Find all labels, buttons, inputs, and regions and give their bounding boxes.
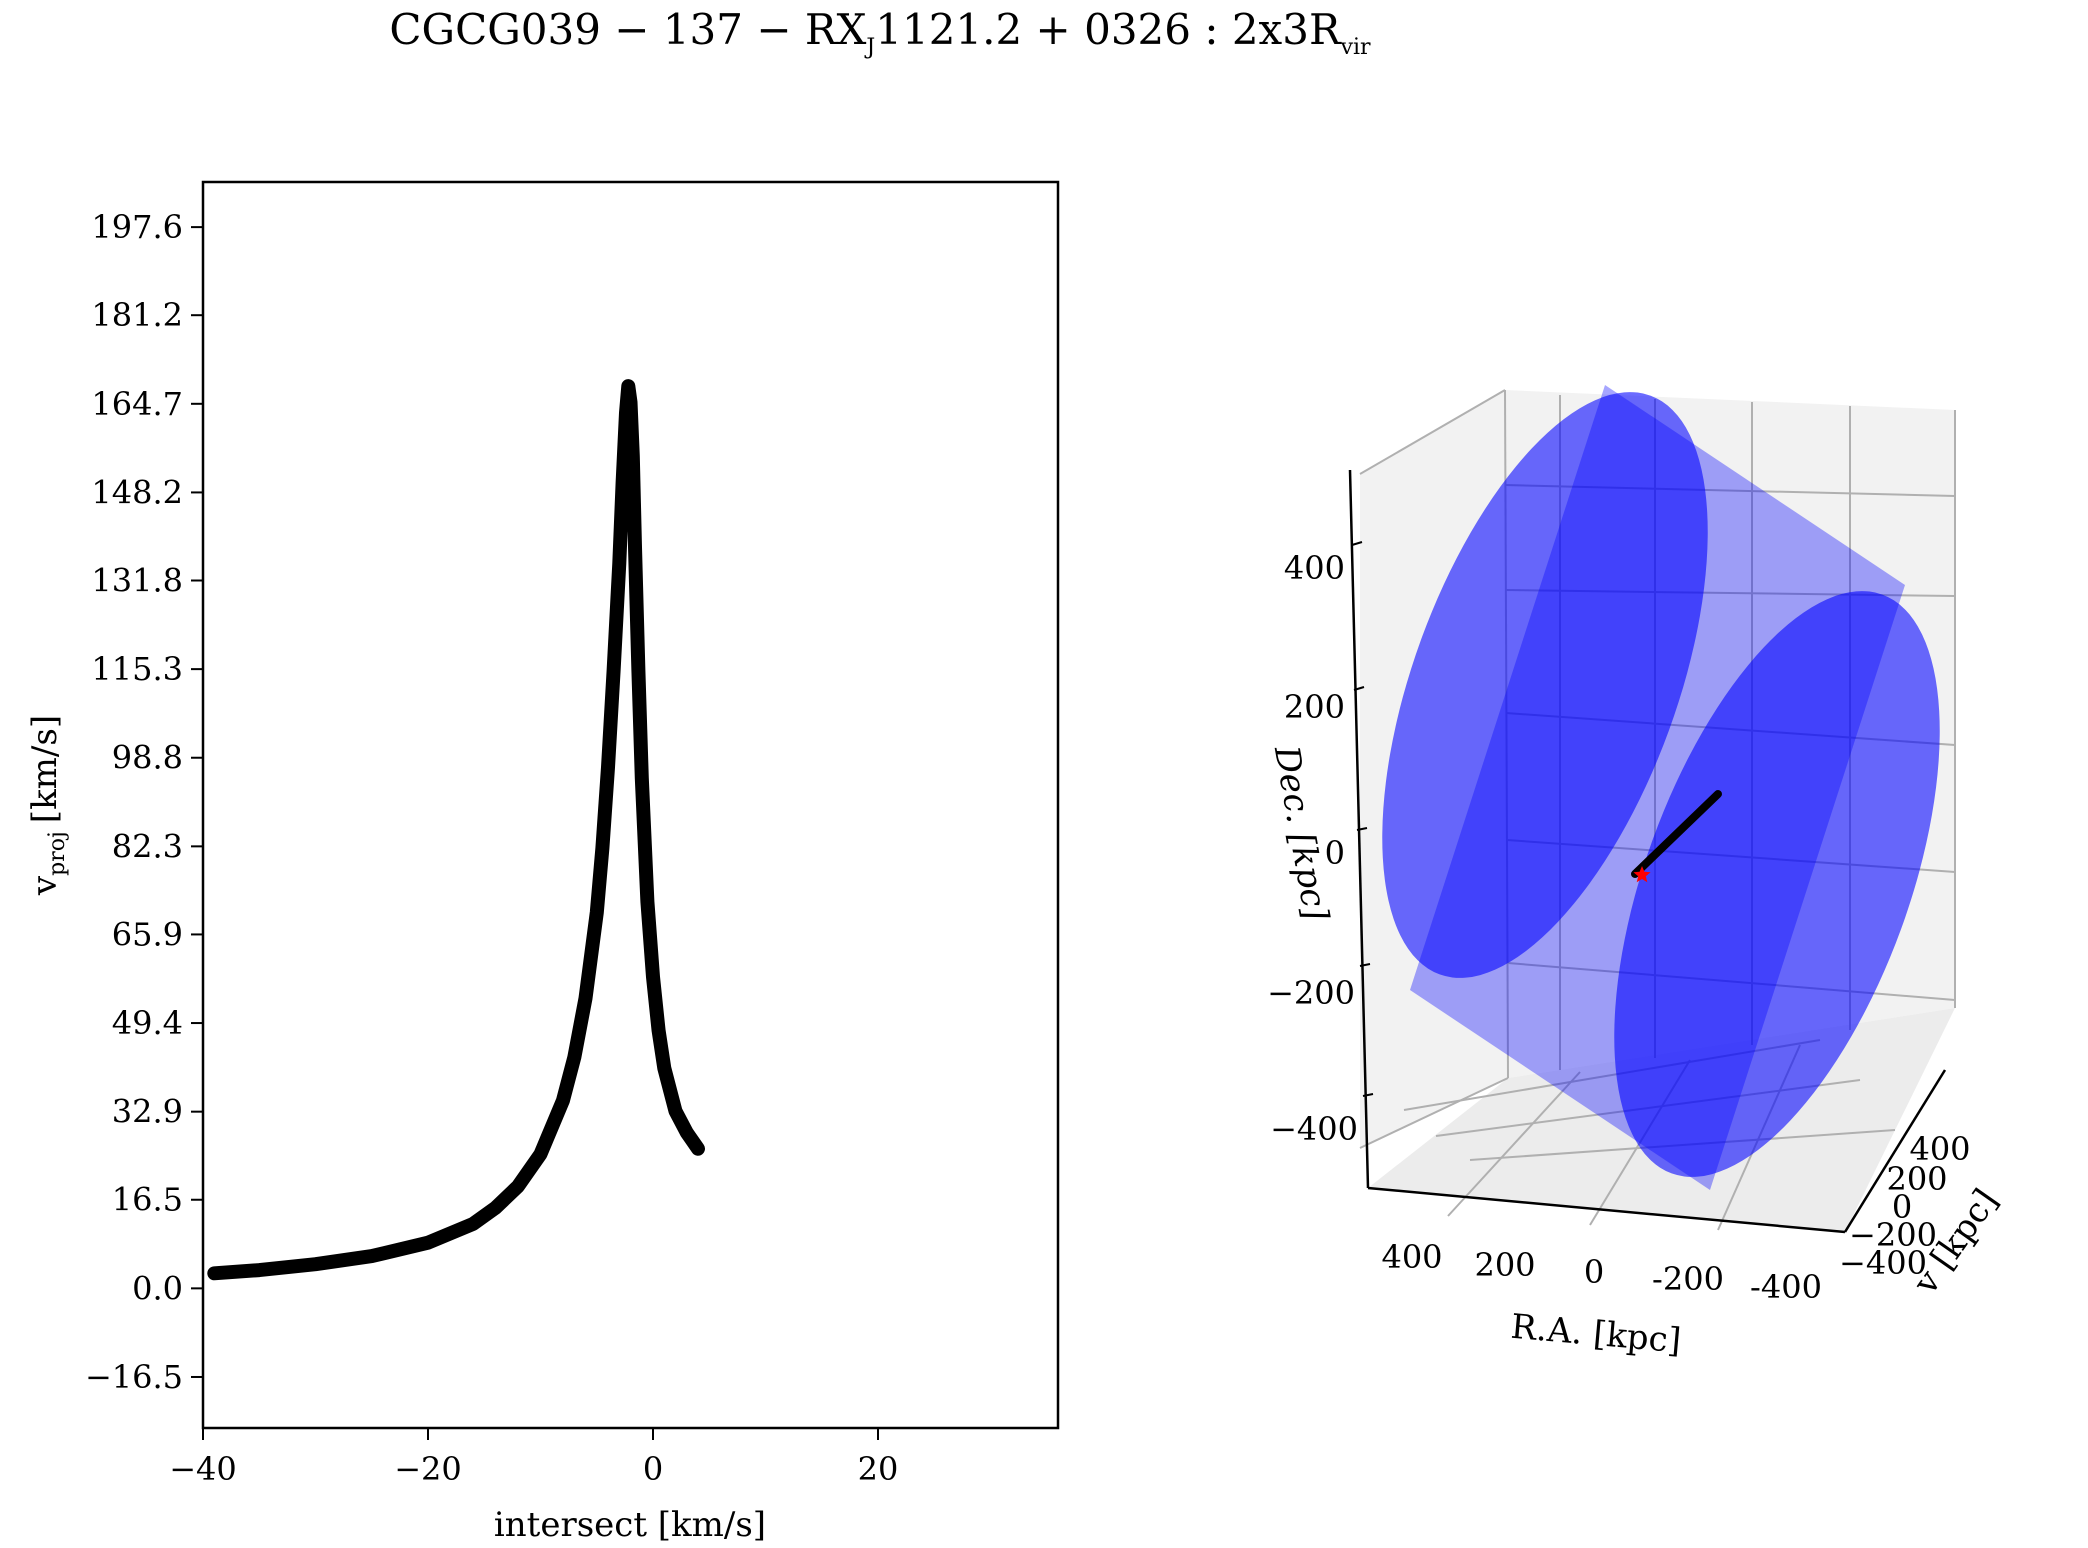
y-axis-label: vproj[km/s] — [25, 715, 70, 896]
x-tick-label: −20 — [394, 1450, 462, 1488]
dec-tick-label: 200 — [1284, 688, 1345, 726]
dec-tick-label: 0 — [1325, 834, 1345, 872]
y-tick-label: 16.5 — [112, 1181, 183, 1219]
ra-axis-label: R.A. [kpc] — [1509, 1307, 1682, 1362]
dec-axis-label: Dec. [kpc] — [1266, 742, 1336, 924]
y-tick-label: 32.9 — [112, 1093, 183, 1131]
y-tick-label: 148.2 — [91, 473, 183, 511]
velocity-curve — [207, 379, 705, 1281]
cylinder-side — [1410, 385, 1905, 1190]
sightline-segment — [1631, 790, 1722, 878]
y-tick-label: 131.8 — [91, 562, 183, 600]
y-tick-label: 65.9 — [112, 915, 183, 953]
v-tick-label: 200 — [1886, 1160, 1947, 1198]
cylinder-surface — [1382, 385, 1940, 1190]
v-axis-line — [1843, 1069, 1947, 1233]
cylinder-cap-front — [1614, 591, 1940, 1177]
ra-tick-label: 0 — [1584, 1253, 1604, 1291]
y-tick-label: 181.2 — [91, 296, 183, 334]
dec-tick-label: −400 — [1270, 1110, 1358, 1148]
plot-frame — [201, 180, 1060, 1430]
y-tick-label: 49.4 — [112, 1004, 183, 1042]
velocity-series-line — [207, 379, 705, 1281]
y-tick-label: −16.5 — [85, 1358, 183, 1396]
cylinder-cap-back — [1382, 392, 1708, 978]
x-tick-label: −40 — [169, 1450, 237, 1488]
ra-axis-line — [1367, 1186, 1846, 1234]
cylinder-3d-plot: 400 200 0 −200 −400 400 200 0 -200 -400 … — [1266, 385, 2006, 1362]
y-tick-label: 0.0 — [132, 1269, 183, 1307]
galaxy-star-marker — [1633, 866, 1651, 883]
dec-tick-label: 400 — [1284, 549, 1345, 587]
v-tick-label: −400 — [1839, 1244, 1927, 1282]
figure-title: CGCG039 − 137 − RXJ1121.2 + 0326 : 2x3Rv… — [389, 5, 1371, 60]
x-tick-label: 20 — [858, 1450, 899, 1488]
y-axis-ticks: −16.5 0.0 16.5 32.9 49.4 65.9 82.3 98.8 115.3 131… — [85, 208, 203, 1396]
y-tick-label: 98.8 — [112, 739, 183, 777]
y-tick-label: 164.7 — [91, 385, 183, 423]
v-tick-label: 400 — [1909, 1130, 1970, 1168]
velocity-plot: −40 −20 0 20 −16.5 0.0 16.5 32.9 49.4 65.9 82.3 98… — [25, 180, 1060, 1545]
y-tick-label: 197.6 — [91, 208, 183, 246]
ra-tick-label: -400 — [1750, 1268, 1822, 1306]
ra-tick-label: 200 — [1474, 1246, 1535, 1284]
ra-tick-label: 400 — [1381, 1238, 1442, 1276]
dec-tick-marks — [1351, 541, 1374, 1097]
ra-tick-label: -200 — [1652, 1260, 1724, 1298]
y-tick-label: 82.3 — [112, 827, 183, 865]
y-tick-label: 115.3 — [91, 650, 183, 688]
x-axis-ticks: −40 −20 0 20 — [169, 1428, 898, 1488]
v-tick-label: 0 — [1892, 1188, 1912, 1226]
v-tick-label: −200 — [1849, 1216, 1937, 1254]
dec-tick-label: −200 — [1267, 974, 1355, 1012]
x-tick-label: 0 — [643, 1450, 663, 1488]
x-axis-label: intersect [km/s] — [494, 1505, 766, 1545]
